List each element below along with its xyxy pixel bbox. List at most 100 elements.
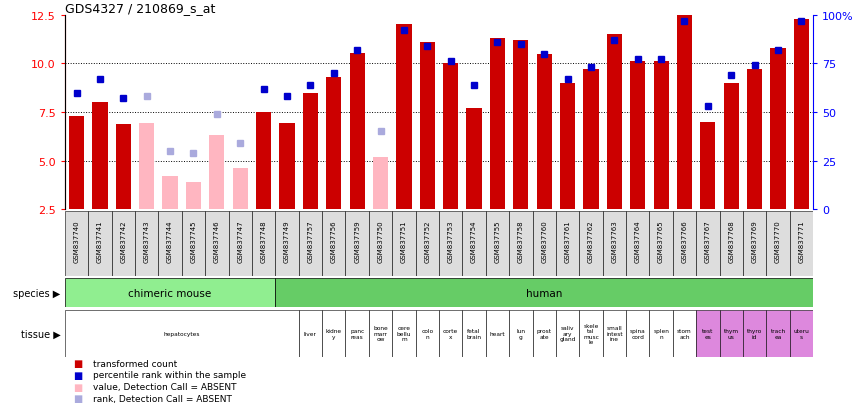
Text: colo
n: colo n [421, 328, 433, 339]
Bar [252, 212, 275, 276]
Text: human: human [526, 288, 562, 298]
Bar [368, 310, 392, 357]
Bar [720, 310, 743, 357]
Bar [677, 16, 692, 210]
Bar [790, 310, 813, 357]
Bar [88, 212, 112, 276]
Bar [509, 212, 533, 276]
Bar [650, 212, 673, 276]
Text: GSM837753: GSM837753 [448, 220, 453, 262]
Bar [298, 212, 322, 276]
Bar [228, 212, 252, 276]
Text: species ▶: species ▶ [13, 288, 61, 298]
Bar [513, 41, 529, 210]
Bar [65, 310, 298, 357]
Bar [743, 310, 766, 357]
Text: splen
n: splen n [653, 328, 669, 339]
Text: trach
ea: trach ea [771, 328, 785, 339]
Bar [392, 212, 415, 276]
Text: GSM837756: GSM837756 [330, 220, 336, 262]
Text: corte
x: corte x [443, 328, 458, 339]
Bar [486, 212, 509, 276]
Text: test
es: test es [702, 328, 714, 339]
Text: GSM837757: GSM837757 [307, 220, 313, 262]
Text: GSM837749: GSM837749 [284, 220, 290, 262]
Text: GSM837750: GSM837750 [377, 220, 383, 262]
Bar [603, 212, 626, 276]
Text: lun
g: lun g [516, 328, 525, 339]
Text: GSM837758: GSM837758 [518, 220, 524, 262]
Text: thyro
id: thyro id [747, 328, 762, 339]
Bar [490, 39, 505, 210]
Bar [743, 212, 766, 276]
Bar [182, 212, 205, 276]
Bar [298, 310, 322, 357]
Bar [650, 310, 673, 357]
Bar [93, 103, 107, 210]
Bar [606, 35, 622, 210]
Bar [396, 25, 412, 210]
Bar [345, 212, 368, 276]
Text: GSM837768: GSM837768 [728, 220, 734, 262]
Bar [583, 70, 599, 210]
Bar [205, 212, 228, 276]
Text: small
intest
ine: small intest ine [606, 325, 623, 342]
Text: GSM837745: GSM837745 [190, 220, 196, 262]
Bar [275, 212, 298, 276]
Bar [696, 212, 720, 276]
Bar [443, 64, 458, 210]
Text: saliv
ary
gland: saliv ary gland [560, 325, 576, 342]
Text: GSM837764: GSM837764 [635, 220, 641, 262]
Text: chimeric mouse: chimeric mouse [129, 288, 212, 298]
Bar [766, 212, 790, 276]
Text: rank, Detection Call = ABSENT: rank, Detection Call = ABSENT [93, 394, 232, 403]
Bar [673, 212, 696, 276]
Bar [186, 183, 201, 210]
Text: GSM837743: GSM837743 [144, 220, 150, 262]
Text: kidne
y: kidne y [326, 328, 342, 339]
Bar [747, 70, 762, 210]
Bar [766, 310, 790, 357]
Text: GSM837742: GSM837742 [120, 220, 126, 262]
Text: GDS4327 / 210869_s_at: GDS4327 / 210869_s_at [65, 2, 215, 14]
Text: GSM837761: GSM837761 [565, 220, 571, 262]
Bar [158, 212, 182, 276]
Text: thym
us: thym us [724, 328, 739, 339]
Bar [533, 310, 556, 357]
Text: spina
cord: spina cord [630, 328, 645, 339]
Bar [279, 123, 295, 210]
Text: ■: ■ [74, 382, 83, 392]
Bar [303, 93, 318, 210]
Text: cere
bellu
m: cere bellu m [397, 325, 411, 342]
Bar [771, 49, 785, 210]
Bar [275, 278, 813, 308]
Text: GSM837751: GSM837751 [400, 220, 407, 262]
Text: bone
marr
ow: bone marr ow [373, 325, 388, 342]
Bar [116, 124, 131, 210]
Bar [322, 212, 345, 276]
Text: GSM837755: GSM837755 [495, 220, 501, 262]
Text: GSM837746: GSM837746 [214, 220, 220, 262]
Text: stom
ach: stom ach [677, 328, 692, 339]
Text: tissue ▶: tissue ▶ [21, 328, 61, 339]
Bar [580, 212, 603, 276]
Text: hepatocytes: hepatocytes [163, 331, 200, 336]
Bar [439, 212, 463, 276]
Text: GSM837741: GSM837741 [97, 220, 103, 262]
Text: GSM837740: GSM837740 [74, 220, 80, 262]
Bar [724, 83, 739, 210]
Bar [536, 55, 552, 210]
Bar [349, 54, 365, 210]
Bar [345, 310, 368, 357]
Text: GSM837747: GSM837747 [237, 220, 243, 262]
Bar [626, 310, 650, 357]
Bar [626, 212, 650, 276]
Text: GSM837767: GSM837767 [705, 220, 711, 262]
Bar [373, 157, 388, 210]
Text: GSM837769: GSM837769 [752, 220, 758, 262]
Text: value, Detection Call = ABSENT: value, Detection Call = ABSENT [93, 382, 236, 391]
Bar [701, 122, 715, 210]
Text: GSM837752: GSM837752 [425, 220, 430, 262]
Bar [790, 212, 813, 276]
Bar [69, 116, 84, 210]
